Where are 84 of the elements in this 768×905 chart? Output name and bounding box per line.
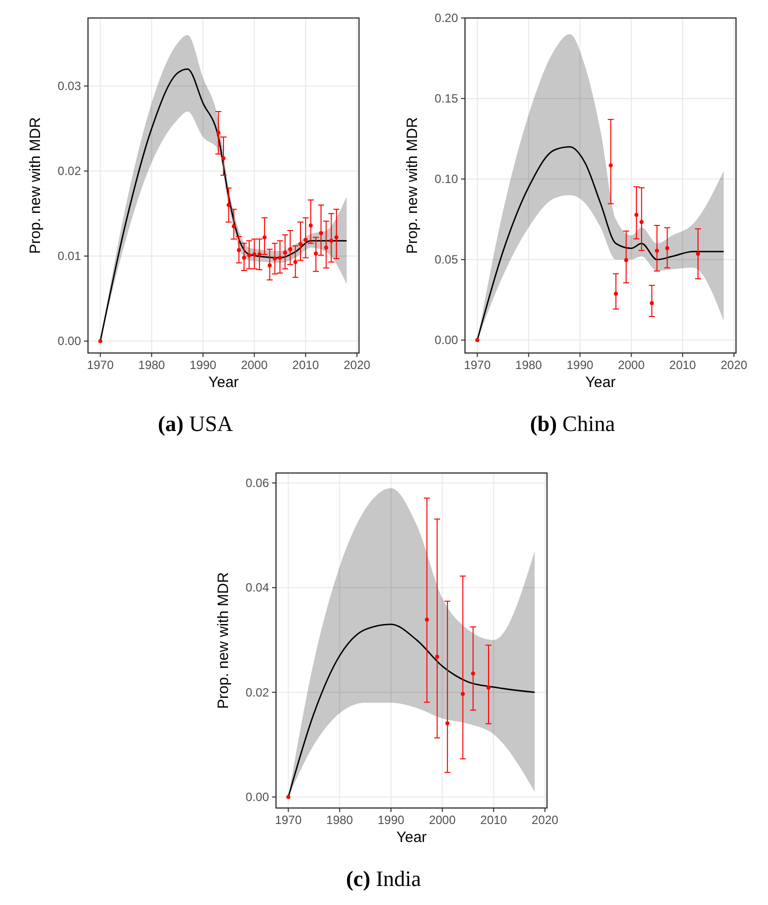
x-tick-label: 1970 (274, 813, 302, 827)
x-tick-label: 1990 (566, 358, 594, 372)
point (298, 242, 302, 246)
point (236, 248, 241, 252)
point (324, 246, 328, 250)
point (268, 263, 272, 268)
point (288, 247, 292, 252)
point (272, 256, 277, 261)
point (232, 224, 236, 228)
x-tick-label: 1990 (378, 813, 405, 827)
point (654, 248, 659, 253)
point (486, 686, 490, 690)
x-tick-label: 2000 (428, 813, 456, 827)
text: (b) China (530, 411, 616, 436)
point (283, 250, 288, 255)
point (216, 130, 220, 135)
point (262, 235, 267, 240)
y-tick-label: 0.02 (246, 685, 270, 700)
point (247, 253, 252, 258)
point (424, 618, 429, 622)
point (640, 220, 644, 224)
point (445, 721, 450, 726)
x-axis-title: Year (208, 374, 239, 391)
line-series (288, 624, 536, 798)
x-tick-label: 2010 (669, 358, 696, 372)
y-tick-label: 0.04 (246, 580, 270, 595)
x-tick-label: 2000 (618, 358, 645, 372)
point (650, 301, 654, 306)
x-tick-label: 1980 (138, 358, 166, 372)
x-tick-label: 2010 (292, 358, 320, 372)
y-tick-label: 0.02 (58, 164, 82, 178)
x-tick-label: 2000 (240, 358, 268, 372)
point (293, 260, 298, 264)
y-tick-label: 0.05 (434, 252, 458, 267)
point (624, 258, 628, 262)
x-tick-label: 2020 (720, 358, 748, 372)
point (435, 654, 440, 659)
point (665, 246, 670, 250)
y-tick-label: 0.01 (58, 249, 82, 264)
x-axis-title: Year (396, 829, 427, 846)
y-tick-label: 0.06 (246, 476, 270, 490)
point (286, 795, 290, 800)
text: (c) India (346, 866, 422, 891)
point (278, 256, 282, 260)
point (475, 338, 480, 342)
point (329, 238, 334, 243)
point (242, 256, 246, 260)
y-tick-label: 0.03 (58, 79, 82, 94)
point (471, 671, 476, 676)
x-tick-label: 1980 (326, 813, 354, 827)
y-axis-title: Prop. new with MDR (215, 572, 232, 709)
line-series (476, 146, 724, 341)
y-tick-label: 0.00 (58, 334, 82, 348)
y-axis-title: Prop. new with MDR (27, 116, 44, 254)
y-tick-label: 0.10 (434, 172, 458, 186)
point (308, 223, 313, 228)
x-tick-label: 1970 (464, 358, 491, 372)
y-tick-label: 0.00 (246, 790, 270, 804)
point (304, 238, 308, 242)
point (614, 292, 618, 296)
x-tick-label: 1990 (190, 358, 217, 372)
x-tick-label: 1970 (86, 358, 114, 372)
y-tick-label: 0.20 (434, 11, 458, 25)
point (222, 156, 226, 160)
point (634, 212, 638, 217)
x-tick-label: 1980 (515, 358, 542, 372)
x-tick-label: 2010 (480, 813, 508, 827)
point (314, 252, 318, 256)
point (334, 235, 338, 240)
point (460, 692, 465, 696)
y-axis-title: Prop. new with MDR (404, 116, 421, 254)
y-tick-label: 0.15 (434, 92, 458, 106)
x-tick-label: 2020 (344, 358, 371, 372)
text: (a) USA (158, 411, 234, 436)
point (696, 252, 700, 256)
y-tick-label: 0.00 (434, 333, 458, 348)
point (608, 163, 613, 168)
point (257, 252, 262, 256)
point (252, 252, 256, 256)
x-axis-title: Year (585, 374, 616, 391)
point (226, 203, 231, 208)
x-tick-label: 2020 (532, 813, 559, 827)
point (98, 339, 102, 344)
point (319, 231, 324, 236)
